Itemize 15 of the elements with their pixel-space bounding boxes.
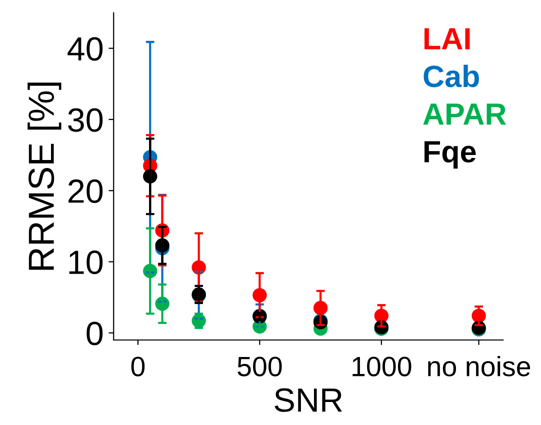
x-tick-label: no noise	[428, 356, 530, 376]
y-tick-label: 10	[69, 250, 103, 274]
x-tick-label: 1000	[352, 356, 412, 376]
x-tick-label: 0	[131, 356, 145, 376]
text: APAR	[423, 104, 506, 125]
x-axis-title: SNR	[274, 388, 342, 412]
y-axis-title: RRMSE [%]	[28, 82, 62, 270]
y-tick-label: 40	[68, 37, 103, 61]
y-tick-label: 0	[86, 322, 103, 346]
y-tick-label: 20	[68, 179, 103, 204]
text: Fqe	[424, 141, 476, 169]
text: LAI	[424, 28, 470, 50]
text: Cab	[424, 64, 479, 88]
x-tick-label: 500	[238, 356, 282, 376]
y-tick-label: 30	[68, 108, 103, 132]
